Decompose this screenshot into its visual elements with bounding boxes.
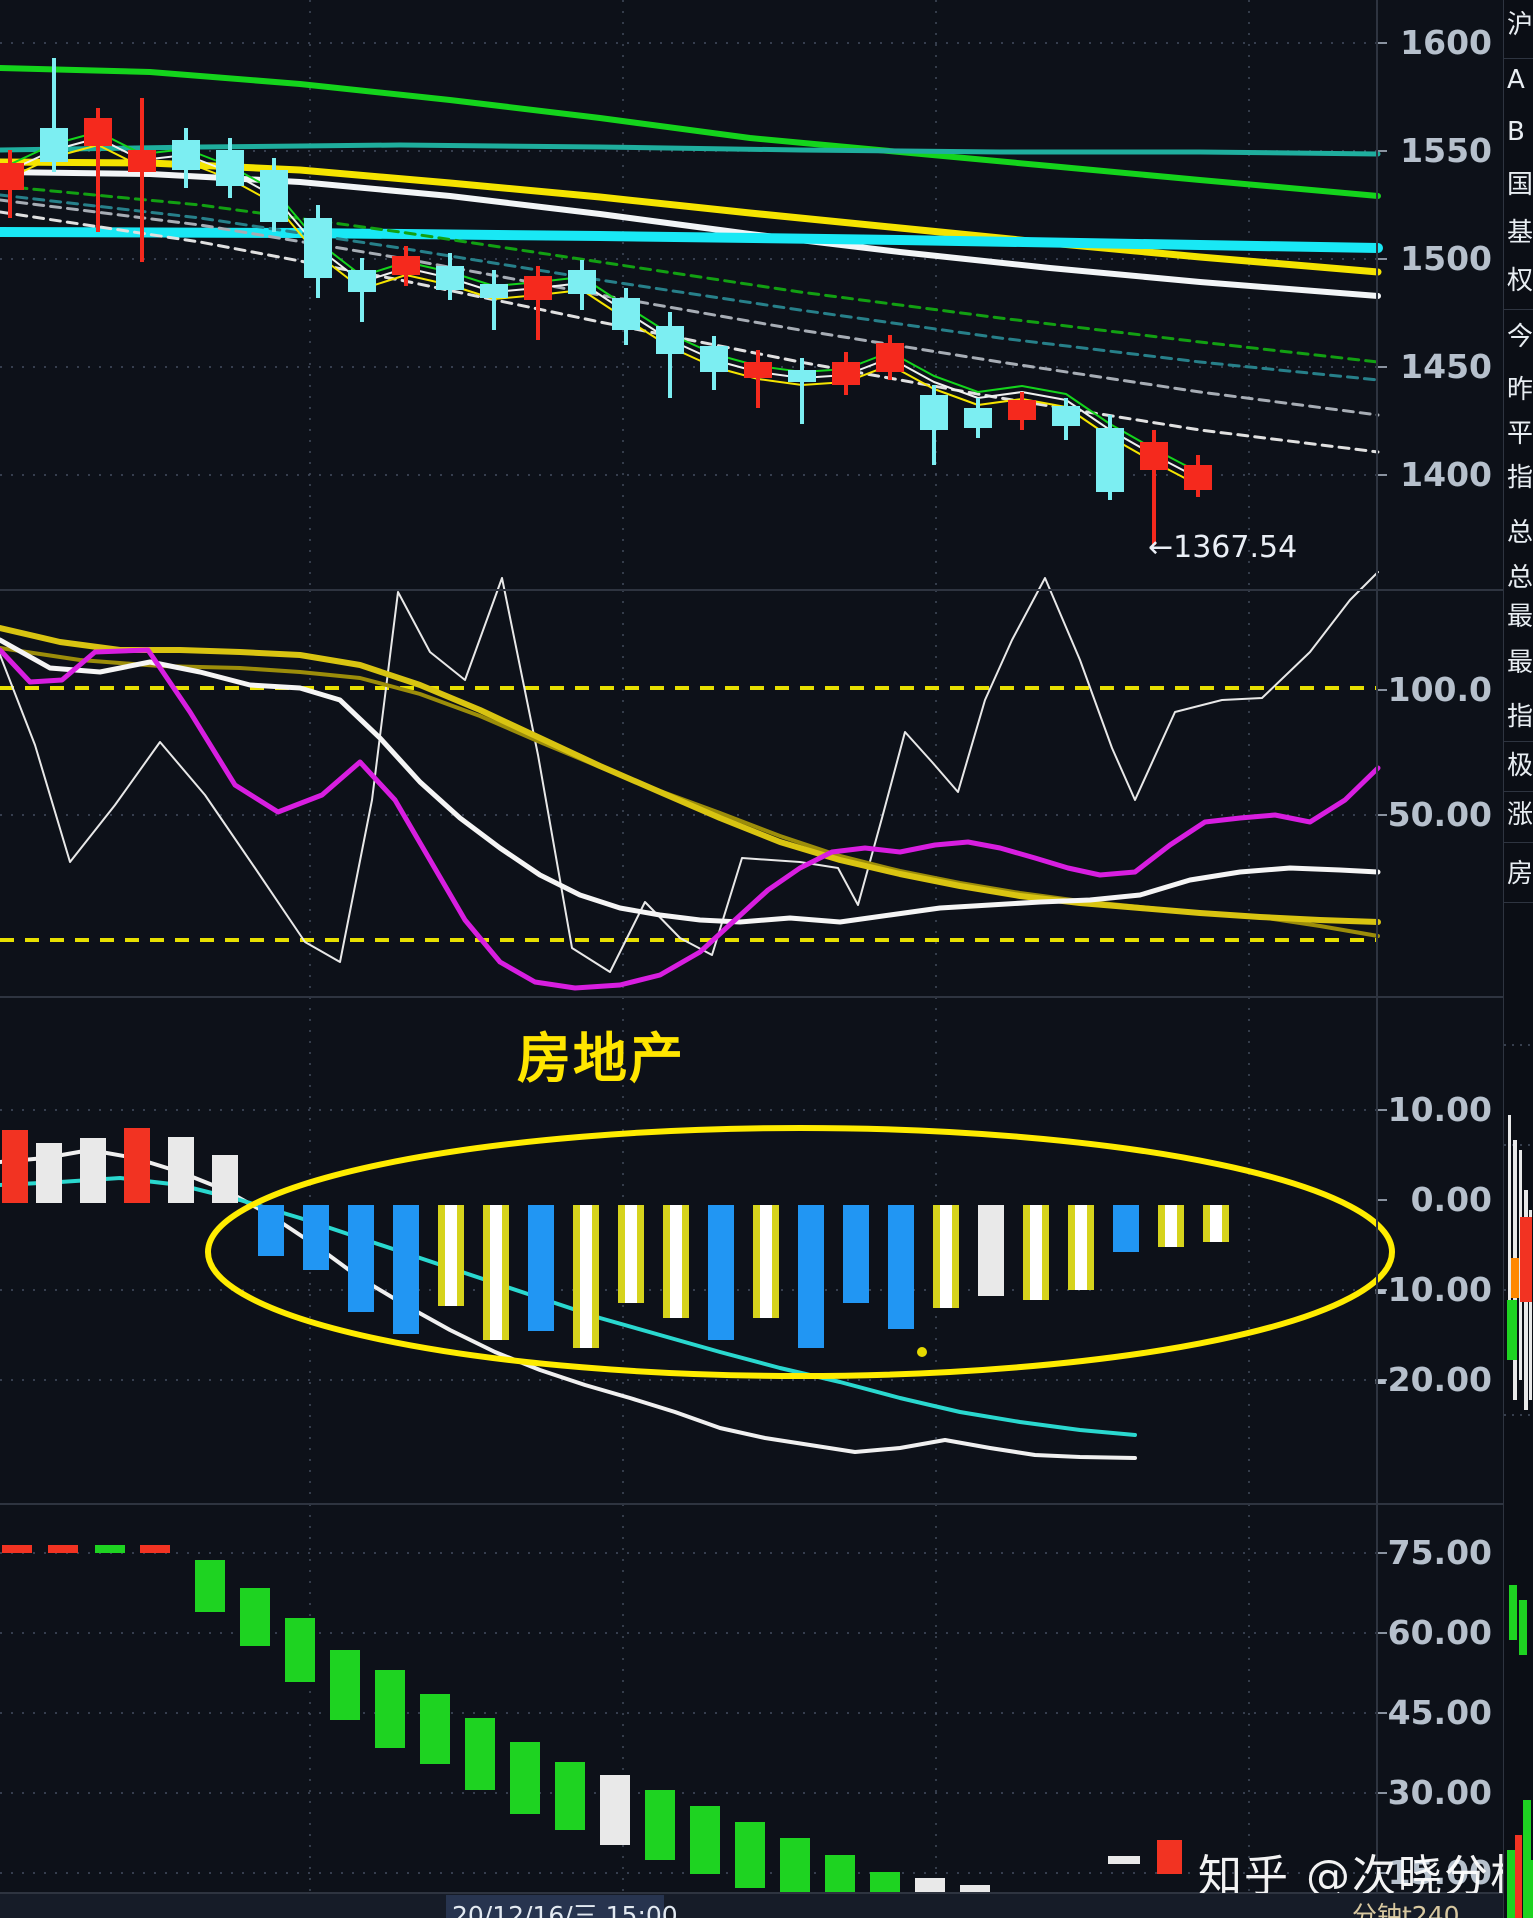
sidebar-field-label: 极 [1507, 751, 1533, 781]
period-selector[interactable]: 分钟t240 [1352, 1901, 1460, 1918]
sidebar-field-label: B [1507, 117, 1525, 147]
sidebar-divider [1504, 791, 1533, 792]
oscillator-panel: 100.0 50.00 [0, 571, 1492, 997]
price-panel-axis-label: 1550 [1400, 131, 1492, 170]
indicator-panel-axis-label: 75.00 [1388, 1533, 1492, 1572]
sidebar-divider [1504, 741, 1533, 742]
indicator-panel-axis-label: 15.00 [1388, 1853, 1492, 1892]
sidebar-field-label: 平 [1507, 419, 1533, 449]
price-panel: 1600 1550 1500 1450 1400 [0, 0, 1492, 590]
indicator-panel: 75.00 60.00 45.00 30.00 15.00 [0, 1504, 1492, 1918]
timestamp-label: 20/12/16/三 15:00 [452, 1901, 678, 1918]
sidebar-field-label: 沪 [1507, 10, 1533, 40]
highlight-ellipse [205, 1125, 1395, 1379]
sidebar-field-label: 最 [1507, 648, 1533, 678]
sidebar-field-label: A [1507, 65, 1525, 95]
sidebar-field-label: 房 [1507, 859, 1533, 889]
sidebar-field-label: 权 [1507, 266, 1533, 296]
macd-panel-axis-label: 10.00 [1388, 1090, 1492, 1129]
price-panel-axis-label: 1500 [1400, 239, 1492, 278]
sidebar-divider [1504, 309, 1533, 310]
sidebar-field-label: 指 [1507, 702, 1533, 732]
macd-panel: 10.00 0.00 -10.00 -20.00 [0, 997, 1492, 1504]
sidebar-field-label: 总 [1507, 518, 1533, 548]
oscillator-panel-axis-label: 100.0 [1388, 670, 1492, 709]
sidebar-field-label: 最 [1507, 602, 1533, 632]
oscillator-panel-axis-label: 50.00 [1388, 795, 1492, 834]
sidebar-divider [1504, 842, 1533, 843]
timestamp-highlight [446, 1895, 664, 1918]
indicator-panel-axis-label: 45.00 [1388, 1693, 1492, 1732]
macd-panel-axis-label: 0.00 [1411, 1180, 1492, 1219]
sidebar-field-label: 今 [1507, 322, 1533, 352]
sidebar-field-label: 涨 [1507, 800, 1533, 830]
indicator-panel-axis-label: 60.00 [1388, 1613, 1492, 1652]
sidebar-divider [1504, 58, 1533, 59]
price-panel-axis-label: 1450 [1400, 347, 1492, 386]
macd-panel-axis-label: -10.00 [1374, 1270, 1492, 1309]
indicator-panel-axis-label: 30.00 [1388, 1773, 1492, 1812]
sidebar-divider [1504, 902, 1533, 903]
sidebar-field-label: 国 [1507, 170, 1533, 200]
sidebar-field-label: 总 [1507, 563, 1533, 593]
sidebar-field-label: 基 [1507, 218, 1533, 248]
low-price-annotation: ←1367.54 [1148, 530, 1298, 565]
sidebar-field-label: 指 [1507, 463, 1533, 493]
sector-name-label: 房地产 [517, 1027, 685, 1090]
price-panel-axis-label: 1600 [1400, 23, 1492, 62]
macd-panel-axis-label: -20.00 [1374, 1360, 1492, 1399]
price-panel-axis-label: 1400 [1400, 455, 1492, 494]
sidebar-field-label: 昨 [1507, 375, 1533, 405]
sidebar-mini-chart [1504, 1044, 1533, 1918]
bottom-status-bar: 20/12/16/三 15:00 分钟t240 [0, 1893, 1503, 1918]
